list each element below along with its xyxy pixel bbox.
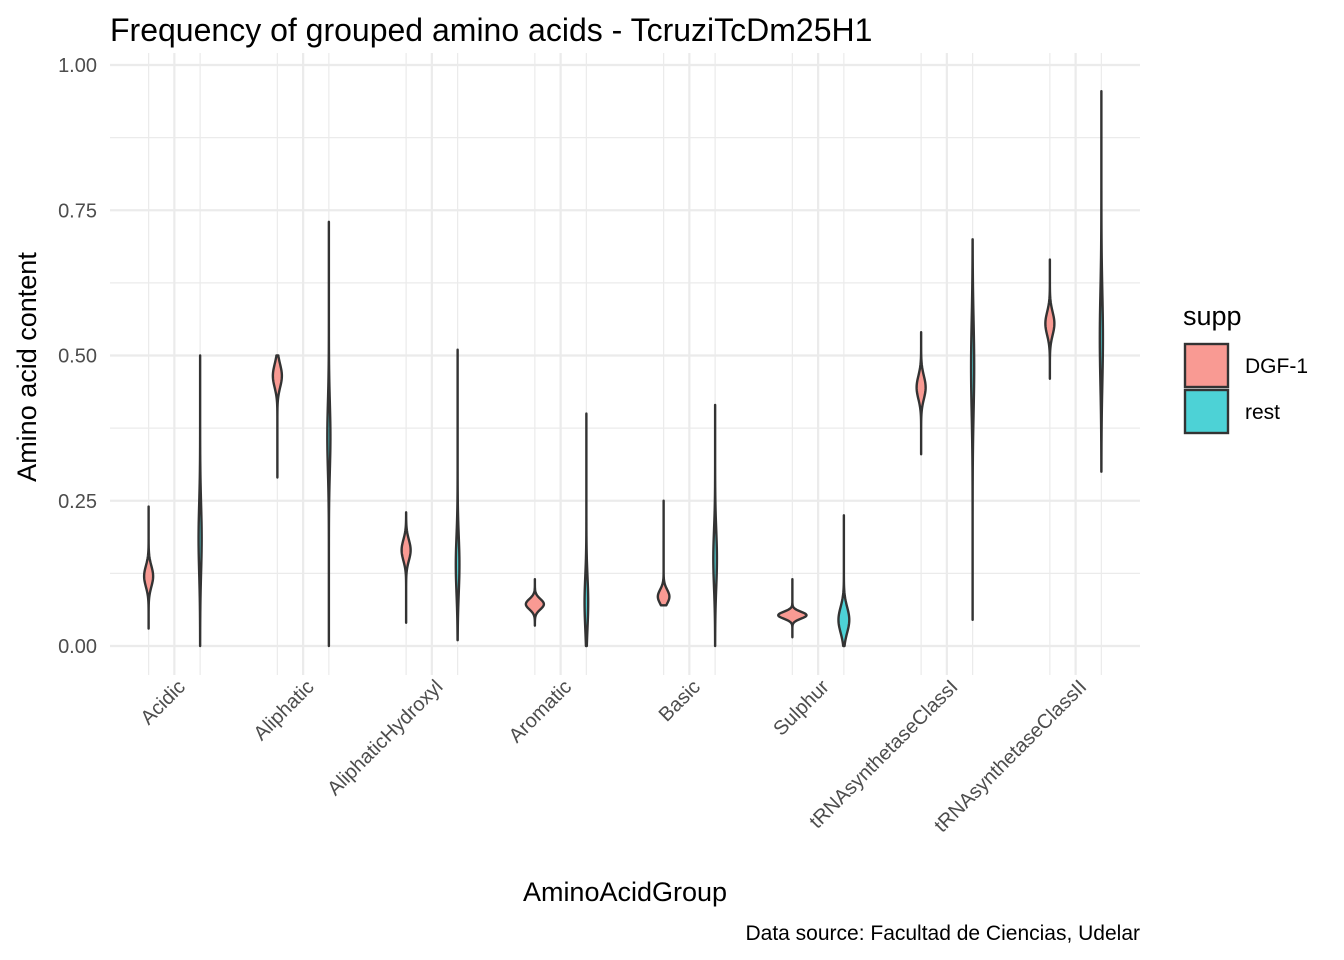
chart-caption: Data source: Facultad de Ciencias, Udela… [745,922,1140,945]
x-tick-label: tRNAsynthetaseClassI [805,676,962,833]
x-tick-label: tRNAsynthetaseClassII [930,676,1091,837]
violin-DGF-1-AliphaticHydroxyl [400,511,412,624]
violin-rest-AliphaticHydroxyl [454,348,461,642]
violin-DGF-1-tRNAsynthetaseClassII [1044,258,1056,380]
legend-label: DGF-1 [1245,355,1308,378]
violin-rest-Aliphatic [326,220,332,648]
x-axis-ticks: Acidic Aliphatic AliphaticHydroxyl Aromatic… [137,676,1092,837]
violin-DGF-1-Sulphur [777,577,808,639]
violin-rest-Sulphur [837,514,851,648]
x-tick-label: Aromatic [505,676,576,747]
violin-DGF-1-Aromatic [524,577,546,627]
x-axis-label: AminoAcidGroup [523,877,727,907]
y-tick-label: 0.00 [58,636,97,658]
chart-title: Frequency of grouped amino acids - Tcruz… [110,12,872,48]
violin-DGF-1-Acidic [142,505,155,630]
legend-key-DGF-1 [1183,342,1230,389]
legend-key-rest [1183,388,1230,435]
grid-lines [110,53,1140,675]
violin-rest-tRNAsynthetaseClassII [1098,89,1105,473]
violin-DGF-1-tRNAsynthetaseClassI [915,331,927,456]
x-tick-label: Basic [655,676,705,726]
legend-title: supp [1183,301,1242,331]
violin-rest-Aromatic [583,412,590,648]
violin-DGF-1-Basic [656,499,671,607]
x-tick-label: Aliphatic [250,676,319,745]
y-axis-ticks: 0.00 0.25 0.50 0.75 1.00 [58,55,97,658]
y-tick-label: 0.50 [58,346,97,368]
legend-label: rest [1245,401,1280,424]
violin-DGF-1-Aliphatic [271,354,284,479]
y-tick-label: 0.75 [58,200,97,222]
violins [142,89,1105,648]
violin-rest-Acidic [197,354,203,648]
y-tick-label: 1.00 [58,55,97,77]
violin-rest-tRNAsynthetaseClassI [969,238,976,622]
x-tick-label: Sulphur [769,676,834,741]
legend: supp DGF-1 rest [1183,301,1308,435]
x-tick-label: AliphaticHydroxyl [323,676,447,800]
x-tick-label: Acidic [137,676,190,729]
y-tick-label: 0.25 [58,491,97,513]
violin-rest-Basic [712,403,719,648]
y-axis-label: Amino acid content [12,252,42,482]
